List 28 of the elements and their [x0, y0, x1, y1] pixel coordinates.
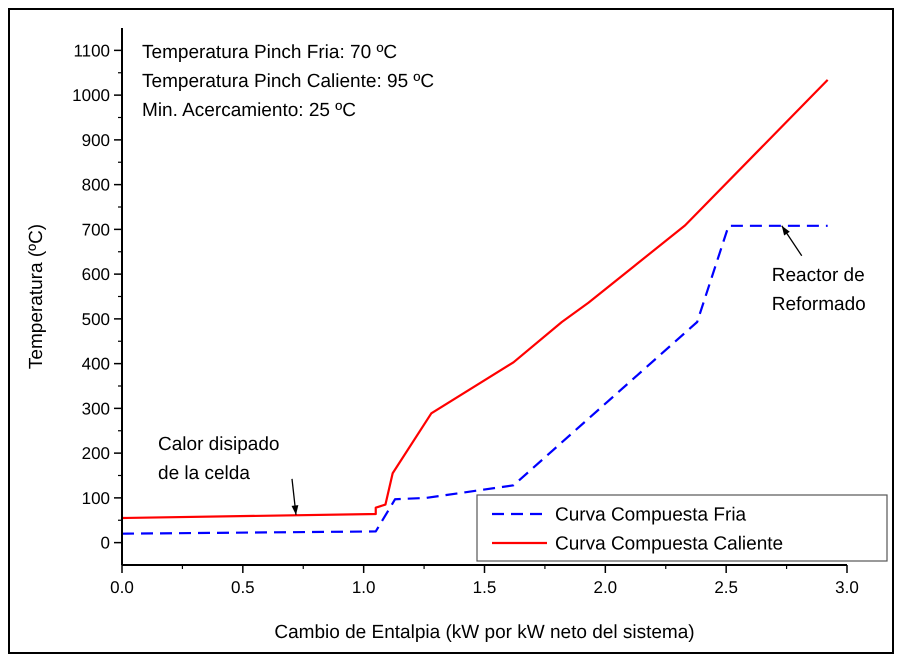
legend-label: Curva Compuesta Caliente: [555, 534, 784, 555]
y-tick-label: 0: [100, 534, 110, 553]
x-tick-label: 2.5: [714, 578, 738, 597]
y-tick-label: 200: [82, 444, 110, 464]
annotation: Temperatura Pinch Fria: 70 ºC: [142, 42, 398, 63]
x-tick-label: 1.0: [352, 578, 376, 597]
x-tick-label: 0.5: [231, 578, 255, 597]
y-tick-label: 800: [82, 176, 110, 195]
x-axis-title: Cambio de Entalpia (kW por kW neto del sistema): [274, 622, 695, 643]
y-tick-label: 300: [82, 399, 110, 418]
annotation: Reactor de Reformado: [772, 264, 866, 315]
x-tick-label: 0.0: [110, 578, 134, 597]
x-tick-label: 3.0: [835, 578, 859, 597]
annotation: Min. Acercamiento: 25 ºC: [142, 100, 356, 121]
x-tick-label: 2.0: [594, 578, 618, 597]
y-tick-label: 1000: [72, 86, 110, 106]
y-tick-label: 1100: [73, 41, 110, 60]
legend-label: Curva Compuesta Fria: [555, 504, 747, 526]
annotation: Calor disipado de la celda: [158, 434, 280, 484]
y-tick-label: 600: [82, 265, 110, 284]
y-tick-label: 900: [82, 130, 110, 150]
x-tick-label: 1.5: [472, 578, 496, 597]
annotation: Temperatura Pinch Caliente: 95 ºC: [142, 71, 434, 92]
y-tick-label: 400: [82, 354, 110, 374]
y-axis-title: Temperatura (ºC): [26, 224, 47, 370]
y-tick-label: 700: [82, 220, 110, 240]
y-tick-label: 100: [82, 488, 110, 508]
y-tick-label: 500: [82, 310, 110, 329]
